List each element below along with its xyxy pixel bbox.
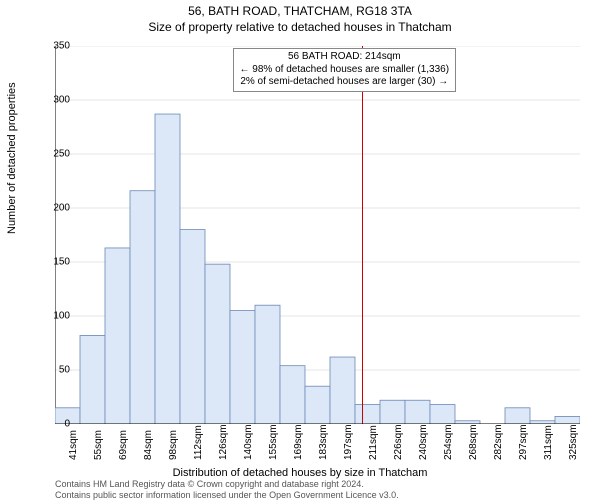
x-tick: 311sqm: [543, 430, 554, 460]
chart-container: 56, BATH ROAD, THATCHAM, RG18 3TA Size o…: [0, 4, 600, 504]
x-tick: 297sqm: [518, 430, 529, 460]
x-tick: 197sqm: [343, 430, 354, 460]
y-axis-label: Number of detached properties: [6, 82, 18, 234]
y-tick: 50: [40, 365, 70, 376]
x-tick: 84sqm: [143, 430, 154, 460]
x-tick: 211sqm: [368, 430, 379, 460]
y-tick: 350: [40, 41, 70, 52]
y-tick: 200: [40, 203, 70, 214]
callout-line1: 56 BATH ROAD: 214sqm: [240, 51, 450, 64]
title-address: 56, BATH ROAD, THATCHAM, RG18 3TA: [0, 4, 600, 18]
x-tick: 240sqm: [418, 430, 429, 460]
x-tick: 325sqm: [568, 430, 579, 460]
callout-line3: 2% of semi-detached houses are larger (3…: [240, 76, 450, 89]
y-tick: 0: [40, 419, 70, 430]
x-tick: 140sqm: [243, 430, 254, 460]
x-tick: 169sqm: [293, 430, 304, 460]
callout-box: 56 BATH ROAD: 214sqm ← 98% of detached h…: [233, 48, 457, 92]
x-tick: 155sqm: [268, 430, 279, 460]
footer-line1: Contains HM Land Registry data © Crown c…: [55, 479, 399, 490]
x-tick: 69sqm: [118, 430, 129, 460]
footer-attribution: Contains HM Land Registry data © Crown c…: [55, 479, 399, 501]
plot-area: 56 BATH ROAD: 214sqm ← 98% of detached h…: [55, 46, 580, 424]
x-tick: 226sqm: [393, 430, 404, 460]
x-tick: 112sqm: [193, 430, 204, 460]
x-tick: 41sqm: [68, 430, 79, 460]
x-tick: 268sqm: [468, 430, 479, 460]
y-tick: 150: [40, 257, 70, 268]
x-tick: 183sqm: [318, 430, 329, 460]
histogram-svg: [55, 46, 580, 424]
x-tick: 254sqm: [443, 430, 454, 460]
x-axis-label: Distribution of detached houses by size …: [0, 467, 600, 479]
x-tick: 55sqm: [93, 430, 104, 460]
x-tick: 282sqm: [493, 430, 504, 460]
y-tick: 300: [40, 95, 70, 106]
x-tick: 126sqm: [218, 430, 229, 460]
y-tick: 250: [40, 149, 70, 160]
callout-line2: ← 98% of detached houses are smaller (1,…: [240, 64, 450, 77]
x-tick: 98sqm: [168, 430, 179, 460]
y-tick: 100: [40, 311, 70, 322]
footer-line2: Contains public sector information licen…: [55, 490, 399, 501]
title-subtitle: Size of property relative to detached ho…: [0, 20, 600, 34]
